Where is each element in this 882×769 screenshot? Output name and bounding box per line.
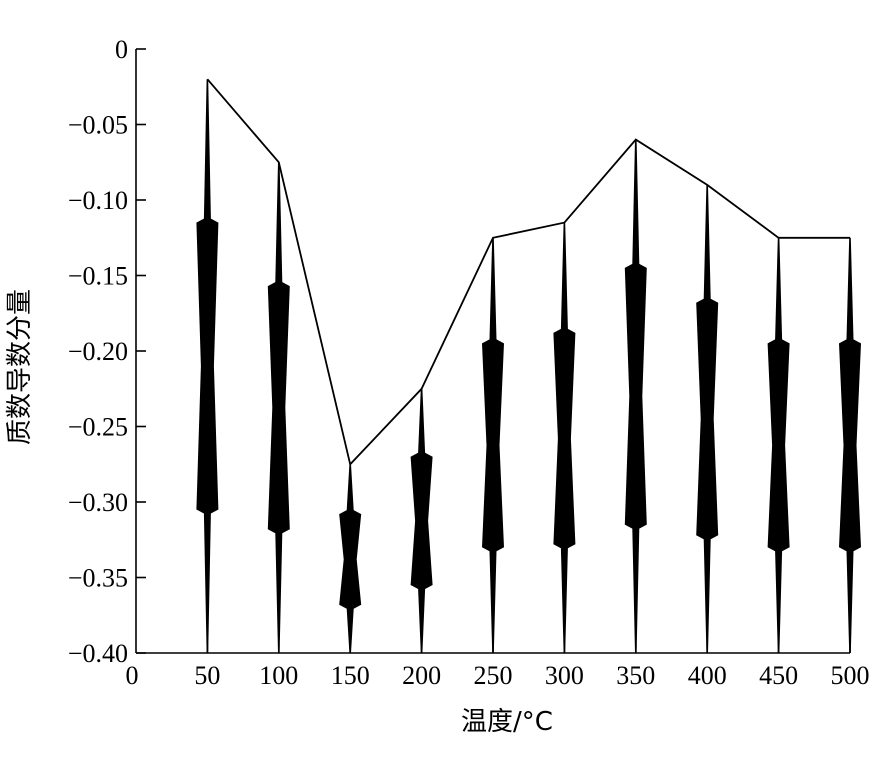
distribution-spike [196,79,219,653]
x-tick-label: 350 [616,661,655,690]
y-tick-label: −0.25 [68,413,128,442]
distribution-spike [696,184,719,653]
y-tick-label: −0.05 [68,111,128,140]
distribution-spike [624,139,647,654]
x-tick-label: 400 [688,661,727,690]
distribution-spike [267,162,290,654]
x-tick-label: 50 [194,661,220,690]
y-tick-label: −0.30 [68,488,128,517]
distribution-spike [767,237,790,654]
x-ticks: 0 50 100 150 200 250 300 350 400 450 500 [126,643,870,690]
y-tick-label: −0.15 [68,262,128,291]
x-tick-label: 500 [831,661,870,690]
y-tick-label: −0.20 [68,337,128,366]
distribution-spike [839,237,861,654]
distribution-spikes [196,79,861,654]
y-tick-label: 0 [115,35,128,64]
y-tick-label: −0.10 [68,186,128,215]
x-axis-title: 温度/°C [461,707,553,737]
trend-line [206,78,850,467]
axes: 0 −0.05 −0.10 −0.15 −0.20 −0.25 −0.30 −0.35 −0.4… [68,35,870,690]
y-tick-label: −0.40 [68,639,128,668]
distribution-spike [482,237,504,654]
distribution-spike [553,222,576,653]
y-tick-label: −0.35 [68,564,128,593]
x-tick-label: 250 [474,661,513,690]
x-tick-label: 150 [331,661,370,690]
x-tick-label: 200 [402,661,441,690]
y-axis-title: 质数导数分量 [5,289,35,445]
y-ticks: 0 −0.05 −0.10 −0.15 −0.20 −0.25 −0.30 −0.35 −0.4… [68,35,146,668]
x-tick-label: 0 [126,661,139,690]
distribution-spike [339,464,362,653]
x-tick-label: 450 [759,661,798,690]
x-tick-label: 300 [545,661,584,690]
distribution-spike [410,388,433,653]
x-tick-label: 100 [259,661,298,690]
